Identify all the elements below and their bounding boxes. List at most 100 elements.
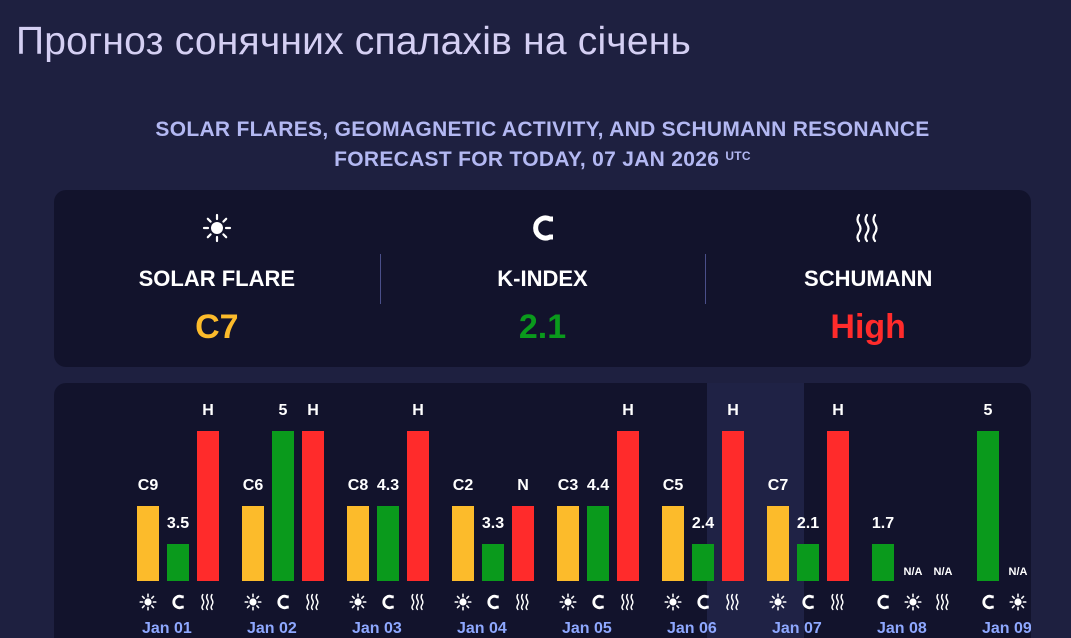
sun-icon xyxy=(201,212,233,244)
subtitle-line-2-text: FORECAST FOR TODAY, 07 JAN 2026 xyxy=(334,148,720,171)
summary-k-index: K-INDEX 2.1 xyxy=(379,190,706,367)
k-index-bar[interactable] xyxy=(482,543,504,581)
k-index-bar[interactable] xyxy=(872,543,894,581)
magnet-icon xyxy=(692,591,714,613)
sun-icon xyxy=(902,591,924,613)
day-date-label: Jan 08 xyxy=(877,620,927,637)
day-date-label: Jan 02 xyxy=(247,620,297,637)
schumann-bar[interactable] xyxy=(617,431,639,581)
flare-bar[interactable] xyxy=(767,506,789,581)
bar-value-label: H xyxy=(832,402,844,419)
waves-icon xyxy=(932,591,954,613)
day-date-label: Jan 05 xyxy=(562,620,612,637)
waves-icon xyxy=(407,591,429,613)
summary-solar-flare: SOLAR FLARE C7 xyxy=(54,190,380,367)
bar-value-label: 1.7 xyxy=(871,514,895,532)
k-index-bar[interactable] xyxy=(377,506,399,581)
sun-icon xyxy=(137,591,159,613)
k-index-bar[interactable] xyxy=(167,543,189,581)
bar-value-label: 3.5 xyxy=(166,514,190,532)
sun-icon xyxy=(347,591,369,613)
k-index-bar[interactable] xyxy=(797,543,819,581)
day-date-label: Jan 03 xyxy=(352,620,402,637)
k-index-value: 2.1 xyxy=(518,308,567,346)
schumann-bar[interactable] xyxy=(407,431,429,581)
bar-value-label: H xyxy=(727,402,739,419)
magnet-icon xyxy=(797,591,819,613)
k-index-bar[interactable] xyxy=(977,431,999,581)
bar-value-label: 5 xyxy=(278,402,288,419)
bar-value-label: N/A xyxy=(1008,566,1028,578)
bar-value-label: H xyxy=(202,402,214,419)
bar-value-label: N/A xyxy=(1026,566,1031,578)
schumann-value: High xyxy=(830,308,906,346)
magnet-icon xyxy=(272,591,294,613)
bar-value-label: 2.1 xyxy=(796,514,820,532)
waves-icon xyxy=(827,591,849,613)
magnet-icon xyxy=(977,591,999,613)
bar-value-label: 4.3 xyxy=(376,477,400,494)
magnet-icon xyxy=(167,591,189,613)
bar-value-label: C9 xyxy=(137,477,159,494)
waves-icon xyxy=(197,591,219,613)
subtitle-line-2: FORECAST FOR TODAY, 07 JAN 2026 UTC xyxy=(0,145,1071,175)
waves-icon xyxy=(722,591,744,613)
k-index-bar[interactable] xyxy=(272,431,294,581)
day-date-label: Jan 01 xyxy=(142,620,192,637)
bar-value-label: C5 xyxy=(662,477,684,494)
bar-value-label: 4.4 xyxy=(586,477,610,494)
waves-icon xyxy=(512,591,534,613)
waves-icon xyxy=(617,591,639,613)
day-date-label: Jan 09 xyxy=(982,620,1031,637)
k-index-bar[interactable] xyxy=(692,543,714,581)
schumann-bar[interactable] xyxy=(722,431,744,581)
sun-icon xyxy=(767,591,789,613)
day-date-label: Jan 06 xyxy=(667,620,717,637)
bar-value-label: C6 xyxy=(242,477,264,494)
bar-value-label: 3.3 xyxy=(481,514,505,532)
forecast-chart[interactable]: C9 3.5 H Jan 01 C6 5 H Jan 02 C8 4.3 H Jan 03 C2 3.3 N… xyxy=(54,383,1031,638)
bar-value-label: C7 xyxy=(767,477,789,494)
schumann-label: SCHUMANN xyxy=(804,266,933,291)
forecast-subtitle: SOLAR FLARES, GEOMAGNETIC ACTIVITY, AND … xyxy=(0,115,1071,175)
bar-value-label: N/A xyxy=(903,566,923,578)
magnet-icon xyxy=(377,591,399,613)
waves-icon xyxy=(302,591,324,613)
schumann-bar[interactable] xyxy=(827,431,849,581)
bar-value-label: H xyxy=(622,402,634,419)
day-date-label: Jan 04 xyxy=(457,620,507,637)
bar-value-label: H xyxy=(412,402,424,419)
flare-bar[interactable] xyxy=(242,506,264,581)
magnet-icon xyxy=(872,591,894,613)
sun-icon xyxy=(557,591,579,613)
sun-icon xyxy=(242,591,264,613)
magnet-icon xyxy=(482,591,504,613)
summary-schumann: SCHUMANN High xyxy=(705,190,1031,367)
bar-value-label: C2 xyxy=(452,477,474,494)
magnet-icon xyxy=(587,591,609,613)
flare-bar[interactable] xyxy=(347,506,369,581)
schumann-bar[interactable] xyxy=(197,431,219,581)
bar-value-label: N/A xyxy=(933,566,953,578)
bar-value-label: 5 xyxy=(983,402,993,419)
flare-bar[interactable] xyxy=(452,506,474,581)
flare-bar[interactable] xyxy=(137,506,159,581)
solar-flare-label: SOLAR FLARE xyxy=(138,266,296,291)
bar-value-label: C3 xyxy=(557,477,579,494)
schumann-bar[interactable] xyxy=(302,431,324,581)
schumann-bar[interactable] xyxy=(512,506,534,581)
utc-label: UTC xyxy=(725,149,751,163)
page-title: Прогноз сонячних спалахів на січень xyxy=(16,20,691,63)
k-index-bar[interactable] xyxy=(587,506,609,581)
bar-value-label: C8 xyxy=(347,477,369,494)
bar-value-label: 2.4 xyxy=(691,514,715,532)
sun-icon xyxy=(662,591,684,613)
solar-flare-value: C7 xyxy=(195,308,239,346)
subtitle-line-1: SOLAR FLARES, GEOMAGNETIC ACTIVITY, AND … xyxy=(155,118,930,141)
k-index-label: K-INDEX xyxy=(497,266,588,291)
day-date-label: Jan 07 xyxy=(772,620,822,637)
flare-bar[interactable] xyxy=(662,506,684,581)
waves-icon xyxy=(852,212,884,244)
sun-icon xyxy=(1007,591,1029,613)
flare-bar[interactable] xyxy=(557,506,579,581)
